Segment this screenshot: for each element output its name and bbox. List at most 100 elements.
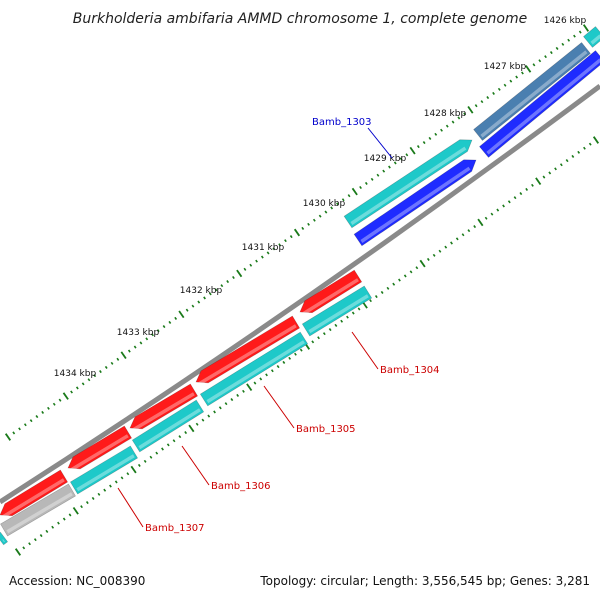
inner-tick	[218, 406, 222, 410]
inner-tick	[559, 163, 563, 167]
cds-feature	[0, 531, 9, 546]
outer-tick	[463, 112, 467, 116]
cds-feature	[131, 399, 205, 453]
outer-tick	[376, 173, 380, 177]
gene-label-bamb-1304[interactable]: Bamb_1304	[380, 365, 440, 376]
outer-tick	[70, 390, 73, 394]
outer-tick	[243, 267, 247, 271]
cds-feature	[69, 445, 139, 495]
cds-feature-highlight	[308, 294, 369, 334]
inner-tick	[51, 525, 55, 529]
inner-tick	[224, 402, 228, 406]
outer-tick	[567, 38, 571, 42]
outer-tick	[434, 132, 438, 136]
inner-tick	[103, 488, 107, 492]
gene-feature	[353, 159, 477, 247]
inner-tick	[438, 249, 442, 253]
inner-tick	[334, 323, 338, 327]
outer-tick	[120, 351, 127, 360]
gene-label-leader	[367, 127, 393, 159]
inner-tick	[583, 146, 586, 150]
outer-tick	[191, 304, 195, 308]
gene-feature	[299, 269, 363, 314]
outer-tick	[116, 357, 120, 361]
outer-tick	[12, 431, 16, 435]
outer-tick	[330, 206, 334, 210]
outer-tick	[428, 136, 432, 140]
gene-label-leader	[351, 331, 379, 370]
gene-labels: Bamb_1303 Bamb_1304 Bamb_1305 Bamb_1306 Bamb…	[117, 117, 440, 534]
outer-tick	[301, 226, 305, 230]
cds-feature-highlight	[350, 146, 467, 225]
inner-tick	[166, 443, 170, 447]
inner-tick	[213, 410, 216, 414]
outer-tick	[474, 104, 478, 108]
outer-tick	[486, 96, 490, 100]
inner-tick	[432, 253, 436, 257]
inner-tick	[259, 377, 263, 381]
outer-tick	[370, 177, 374, 181]
cds-feature	[199, 331, 309, 407]
inner-tick	[398, 278, 401, 282]
inner-tick	[161, 447, 164, 451]
outer-tick	[538, 59, 542, 63]
inner-tick	[415, 266, 419, 270]
outer-tick	[457, 116, 461, 120]
cds-feature-highlight	[590, 34, 600, 45]
inner-tick	[68, 513, 72, 517]
cds-feature-highlight	[76, 454, 135, 492]
kbp-label: 1430 kbp	[303, 199, 346, 209]
outer-tick	[214, 288, 218, 292]
outer-tick	[324, 210, 328, 214]
outer-tick	[573, 34, 576, 38]
inner-tick	[265, 373, 268, 377]
outer-tick	[151, 333, 154, 337]
outer-tick	[503, 83, 507, 87]
gene-feature-highlight	[198, 324, 297, 386]
inner-tick	[467, 229, 471, 233]
inner-tick	[444, 245, 448, 249]
outer-tick	[156, 329, 160, 333]
outer-tick	[249, 263, 253, 267]
inner-tick	[137, 463, 141, 467]
outer-tick	[521, 71, 524, 75]
inner-tick	[409, 270, 413, 274]
inner-tick	[535, 177, 542, 186]
inner-tick	[392, 282, 396, 286]
gene-feature	[67, 425, 133, 470]
outer-tick	[467, 105, 474, 114]
gene-label-bamb-1305[interactable]: Bamb_1305	[296, 424, 356, 435]
inner-tick	[288, 356, 292, 360]
cds-feature-highlight	[2, 539, 5, 543]
outer-tick	[47, 406, 50, 410]
gene-label-leader	[263, 385, 295, 429]
gene-feature-highlight	[70, 434, 129, 472]
gene-label-bamb-1303[interactable]: Bamb_1303	[312, 117, 372, 128]
inner-tick	[357, 307, 361, 311]
outer-tick	[492, 91, 495, 95]
cds-feature	[301, 285, 373, 337]
gene-label-bamb-1306[interactable]: Bamb_1306	[211, 481, 271, 492]
gene-feature-highlight	[302, 278, 359, 316]
inner-tick	[270, 369, 274, 373]
gene-features	[0, 26, 600, 546]
inner-tick	[380, 290, 384, 294]
outer-tick	[289, 235, 293, 239]
outer-tick	[62, 392, 69, 400]
inner-tick	[246, 383, 253, 392]
tick-marks	[4, 24, 600, 556]
inner-tick	[242, 389, 245, 393]
outer-tick	[145, 337, 149, 341]
inner-tick	[542, 175, 546, 179]
inner-tick	[351, 311, 355, 315]
inner-tick	[143, 459, 147, 463]
inner-tick	[39, 534, 43, 538]
outer-tick	[23, 423, 27, 427]
kbp-label: 1426 kbp	[544, 16, 587, 26]
inner-tick	[322, 332, 326, 336]
inner-tick	[120, 476, 124, 480]
gene-feature	[195, 315, 301, 384]
gene-label-leader	[117, 487, 144, 528]
pseudo-feature	[0, 483, 76, 537]
gene-label-bamb-1307[interactable]: Bamb_1307	[145, 523, 205, 534]
